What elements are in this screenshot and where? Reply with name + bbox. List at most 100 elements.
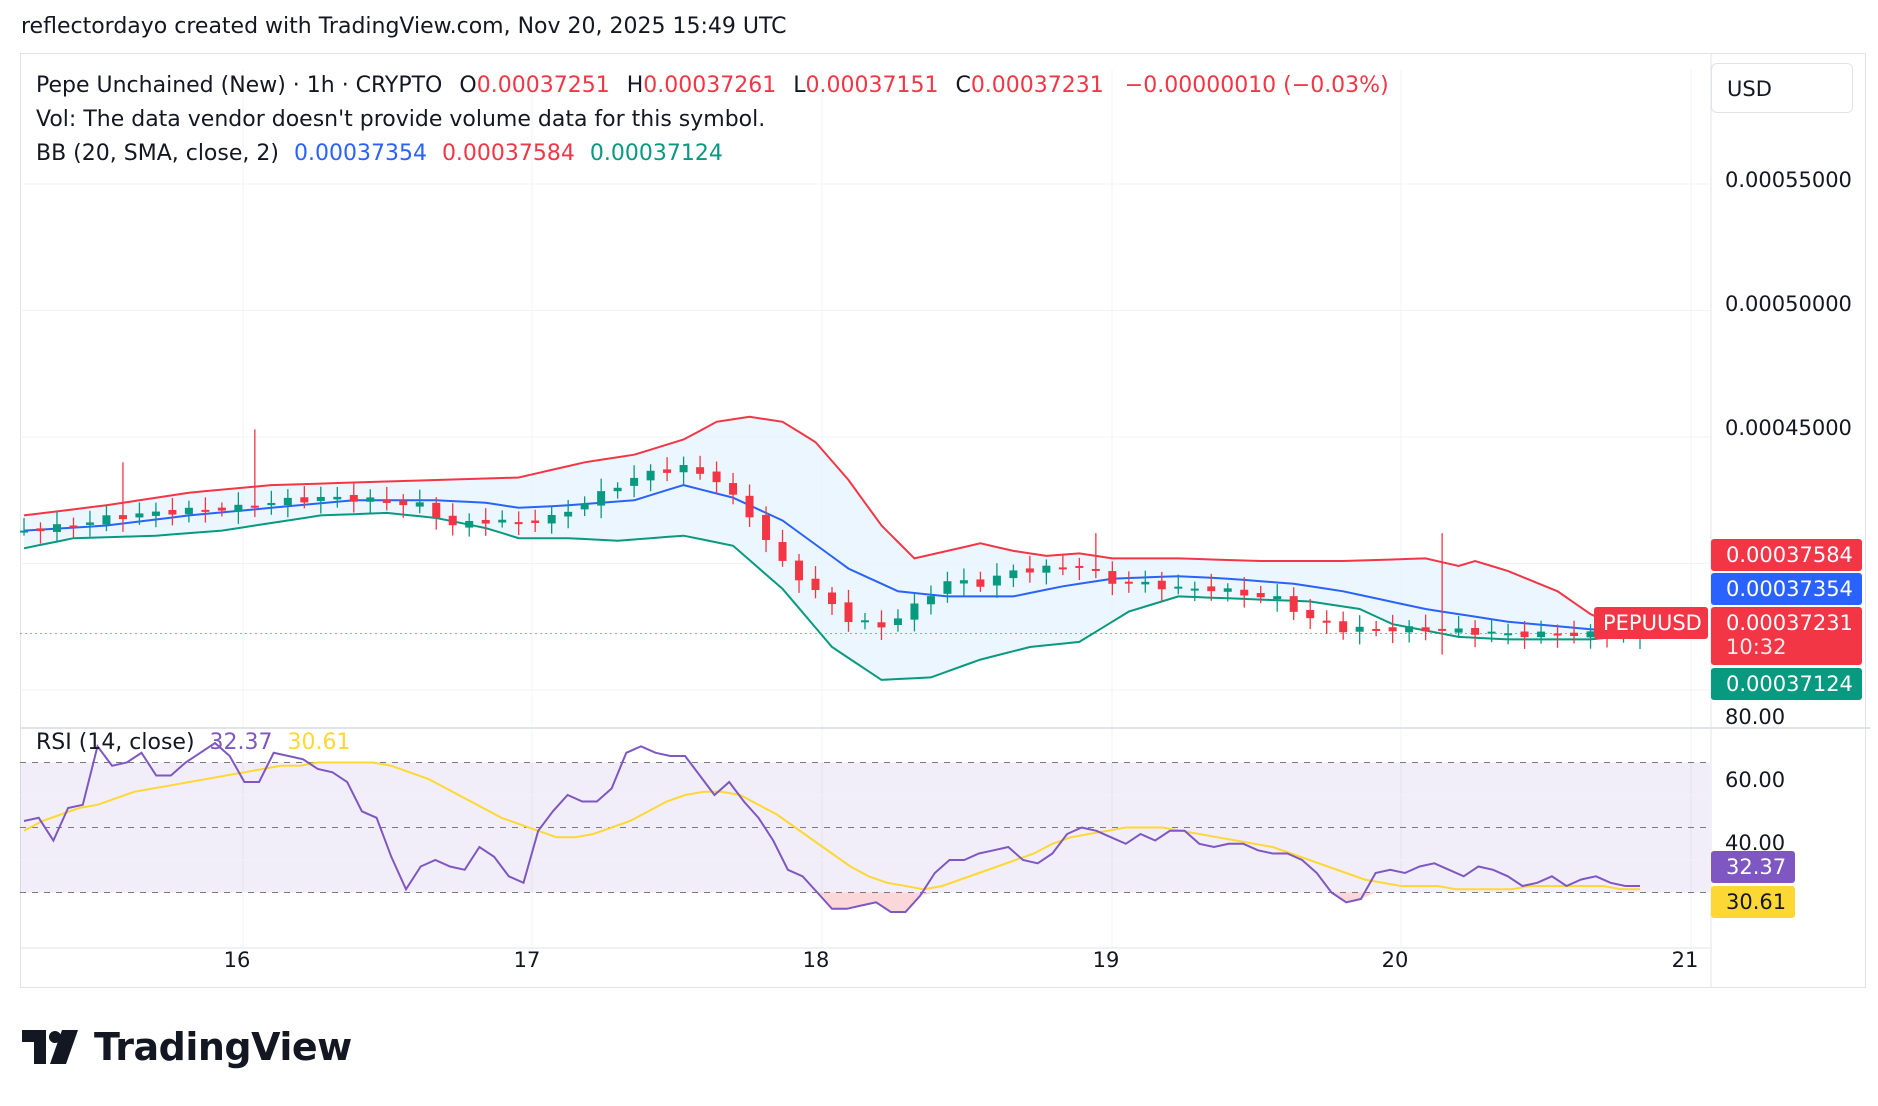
candle-body [1091,568,1100,571]
candle-body [1504,633,1513,636]
symbol-label[interactable]: Pepe Unchained (New) · 1h · CRYPTO [36,73,443,98]
candle-body [1289,596,1298,612]
date-tick: 18 [802,948,830,972]
candle-body [1240,589,1249,596]
candle-body [1355,626,1364,632]
rsi-oversold-fill [832,892,847,909]
candle-body [1520,631,1529,638]
rsi-tick: 80.00 [1725,705,1786,729]
candle-body [102,515,111,525]
bb-lower-value: 0.00037124 [589,141,723,166]
bb-label[interactable]: BB (20, SMA, close, 2) [36,141,279,166]
candle-body [20,530,28,533]
candle-body [382,499,391,503]
candle-body [1421,627,1430,632]
candle-body [663,469,672,473]
candle-body [399,500,408,506]
candle-body [1454,628,1463,633]
symbol-tag: PEPUUSD [1594,607,1708,639]
rsi-oversold-fill [890,892,906,912]
candle-body [1570,632,1579,636]
candle-body [844,602,853,623]
candle-body [415,502,424,507]
candle-body [432,502,441,518]
date-tick: 19 [1092,948,1120,972]
candle-body [646,470,655,481]
candle-body [778,542,787,561]
candle-body [547,515,556,524]
candle-body [729,483,738,495]
bb-upper-tag: 0.00037584 [1711,539,1862,571]
candle-body [465,520,474,528]
rsi-legend: RSI (14, close) 32.37 30.61 [36,730,351,755]
tradingview-logo[interactable]: TradingView [22,1025,352,1069]
chart-frame[interactable] [20,53,1866,988]
low-value: 0.00037151 [805,73,939,98]
candle-body [316,496,325,502]
bollinger-band-fill [24,416,1640,680]
candle-body [1025,568,1034,573]
change-value: −0.00000010 (−0.03%) [1124,73,1389,98]
high-label: H [626,73,644,98]
candle-body [1223,588,1232,592]
open-value: 0.00037251 [476,73,610,98]
candle-body [217,507,226,511]
candle-body [1190,588,1199,591]
volume-legend: Vol: The data vendor doesn't provide vol… [36,107,766,132]
candle-body [36,528,45,532]
open-label: O [459,73,477,98]
tradingview-logo-icon [22,1030,78,1064]
bb-basis-tag: 0.00037354 [1711,573,1862,605]
candle-body [943,581,952,594]
candle-body [1009,570,1018,579]
candle-body [1075,565,1084,568]
candle-body [1553,633,1562,636]
candle-body [1306,610,1315,619]
candle-body [1586,631,1595,638]
candle-body [1157,580,1166,590]
bb-lower-tag: 0.00037124 [1711,668,1862,700]
ohlc-legend: Pepe Unchained (New) · 1h · CRYPTO O0.00… [36,73,1389,98]
candle-body [168,509,177,515]
candle-body [1273,596,1282,600]
price-tick: 0.00045000 [1725,416,1852,440]
candle-body [745,495,754,518]
currency-button[interactable]: USD [1711,63,1853,113]
candle-body [1141,581,1150,585]
candle-body [1372,628,1381,631]
rsi-tick: 60.00 [1725,768,1786,792]
candle-body [1487,631,1496,634]
candle-body [498,519,507,523]
date-tick: 21 [1671,948,1699,972]
candle-body [679,464,688,473]
close-value: 0.00037231 [970,73,1104,98]
rsi-line [23,741,1640,913]
bb-basis-line [23,484,1641,633]
date-tick: 17 [513,948,541,972]
price-tick: 0.00055000 [1725,168,1852,192]
candle-body [564,511,573,517]
candle-body [992,575,1001,586]
candle-body [1471,628,1480,635]
close-label: C [955,73,971,98]
candle-body [184,507,193,515]
bb-upper-value: 0.00037584 [441,141,575,166]
date-tick: 16 [223,948,251,972]
candle-body [910,603,919,620]
rsi-tag: 32.37 [1711,851,1795,883]
rsi-oversold-fill [920,892,935,896]
candle-body [531,520,540,523]
candle-body [1405,626,1414,633]
candle-body [481,519,490,524]
candle-body [234,504,243,512]
candle-body [1042,565,1051,573]
candle-body [613,487,622,492]
rsi-oversold-fill [876,892,891,912]
candle-body [151,511,160,516]
high-value: 0.00037261 [643,73,777,98]
candle-body [597,491,606,506]
rsi-label[interactable]: RSI (14, close) [36,730,195,755]
last-price-tag: 0.00037231 10:32 [1711,607,1862,665]
candle-body [926,596,935,605]
